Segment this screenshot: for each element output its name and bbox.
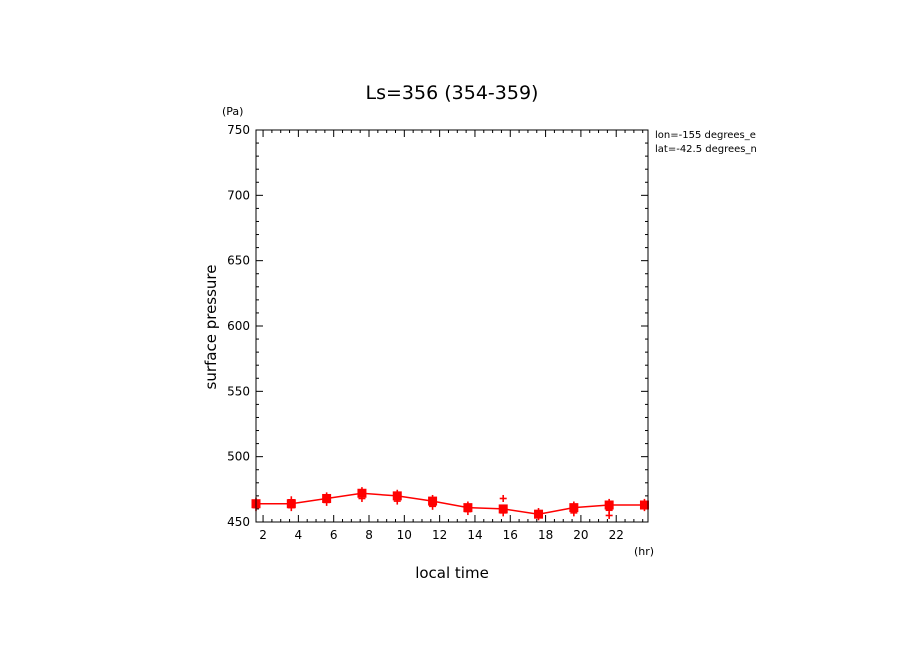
tick-labels: 450 500 550 600 650 700 750 2 4 6 8 10 12 14 16 18 20 22 xyxy=(227,123,624,542)
scatter-point xyxy=(640,498,648,506)
y-tick-label: 750 xyxy=(227,123,250,137)
y-axis-unit: (Pa) xyxy=(222,105,243,118)
y-tick-label: 450 xyxy=(227,515,250,529)
scatter-point xyxy=(464,508,472,516)
scatter-point xyxy=(429,494,437,502)
scatter-point xyxy=(499,509,507,517)
plot-frame xyxy=(255,129,649,523)
x-tick-label: 10 xyxy=(397,528,412,542)
y-axis-label: surface pressure xyxy=(202,265,220,390)
annotation-longitude: lon=-155 degrees_e xyxy=(655,130,756,141)
y-tick-label: 700 xyxy=(227,188,250,202)
scatter-point xyxy=(393,497,401,505)
x-axis-label: local time xyxy=(415,564,489,582)
x-tick-label: 14 xyxy=(467,528,482,542)
scatter-point xyxy=(323,498,331,506)
scatter-point xyxy=(287,496,295,504)
series-line xyxy=(256,492,645,515)
scatter-point xyxy=(393,489,401,497)
y-tick-label: 500 xyxy=(227,450,250,464)
scatter-point xyxy=(535,508,543,516)
y-tick-label: 550 xyxy=(227,384,250,398)
scatter-point xyxy=(358,494,366,502)
x-tick-label: 18 xyxy=(538,528,553,542)
scatter-point xyxy=(429,502,437,510)
scatter-point xyxy=(464,501,472,509)
series-point xyxy=(498,504,508,514)
scatter-point xyxy=(605,506,613,514)
axis-ticks xyxy=(256,129,648,523)
x-tick-label: 6 xyxy=(330,528,338,542)
scatter-point xyxy=(605,498,613,506)
x-tick-label: 12 xyxy=(432,528,447,542)
annotation-latitude: lat=-42.5 degrees_n xyxy=(655,144,757,155)
scatter-point xyxy=(570,509,578,517)
x-tick-label: 2 xyxy=(259,528,267,542)
scatter-point xyxy=(358,487,366,495)
chart-title: Ls=356 (354-359) xyxy=(366,82,539,104)
scatter-point xyxy=(287,504,295,512)
x-axis-unit: (hr) xyxy=(634,545,654,558)
scatter-point xyxy=(570,501,578,509)
x-tick-label: 20 xyxy=(573,528,588,542)
x-tick-label: 22 xyxy=(609,528,624,542)
x-tick-label: 8 xyxy=(365,528,373,542)
scatter-point xyxy=(323,492,331,500)
x-tick-label: 4 xyxy=(295,528,303,542)
y-tick-label: 600 xyxy=(227,319,250,333)
scatter-point xyxy=(499,494,507,502)
x-tick-label: 16 xyxy=(503,528,518,542)
series-point xyxy=(286,499,296,509)
y-tick-label: 650 xyxy=(227,254,250,268)
data-layer xyxy=(251,487,649,521)
